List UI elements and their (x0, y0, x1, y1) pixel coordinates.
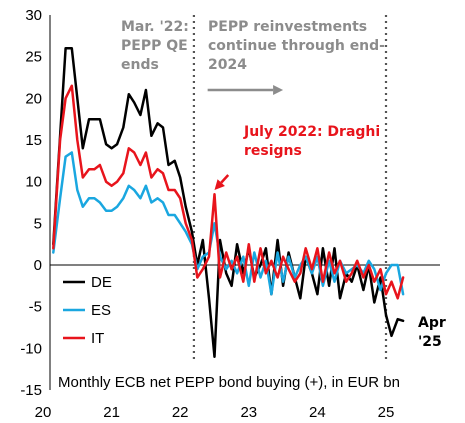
annotations: Mar. '22: PEPP QE ends PEPP reinvestments co… (121, 19, 446, 350)
x-tick-label: 21 (103, 404, 120, 421)
annotation-text: PEPP reinvestments continue through end- 2… (208, 19, 385, 73)
annotation-line: Mar. '22: (121, 19, 189, 35)
annotation-line: '25 (418, 334, 442, 350)
chart-caption: Monthly ECB net PEPP bond buying (+), in… (58, 374, 400, 391)
arrow-head (273, 85, 284, 95)
y-tick-label: 5 (34, 215, 42, 232)
legend-label-de: DE (91, 274, 112, 291)
legend-label-es: ES (91, 302, 111, 319)
y-tick-label: -10 (20, 340, 42, 357)
arrows (207, 85, 284, 190)
x-tick-label: 25 (378, 404, 395, 421)
annotation-line: 2024 (208, 57, 247, 73)
y-tick-label: 15 (25, 132, 42, 149)
x-tick-label: 22 (172, 404, 189, 421)
annotation-line: resigns (244, 143, 302, 159)
y-tick-label: -5 (29, 299, 42, 316)
series-line-es (52, 151, 405, 296)
annotation-line: ends (121, 57, 159, 73)
legend: DE ES IT (63, 274, 112, 347)
y-tick-label: -15 (20, 382, 42, 399)
y-tick-label: 0 (34, 257, 42, 274)
annotation-text: Mar. '22: PEPP QE ends (121, 19, 189, 73)
x-tick-label: 23 (240, 404, 257, 421)
y-axis-ticks: -15 -10 -5 0 5 10 15 20 25 30 (20, 7, 42, 399)
series-line-it (52, 84, 405, 300)
legend-label-it: IT (91, 330, 104, 347)
annotation-text: Apr '25 (418, 315, 446, 350)
annotation-line: PEPP reinvestments (208, 19, 367, 35)
annotation-line: PEPP QE (121, 38, 188, 54)
x-tick-label: 20 (35, 404, 52, 421)
arrow-head (214, 179, 225, 190)
annotation-line: July 2022: Draghi (243, 124, 380, 140)
annotation-line: Apr (418, 315, 446, 331)
y-tick-label: 25 (25, 49, 42, 66)
annotation-text: July 2022: Draghi resigns (243, 124, 380, 159)
reference-vertical-lines (192, 15, 388, 362)
x-tick-label: 24 (309, 404, 326, 421)
annotation-line: continue through end- (208, 38, 385, 54)
plot-area: -15 -10 -5 0 5 10 15 20 25 30 20 21 22 23 24 25 Mar. '… (20, 7, 446, 421)
y-tick-label: 30 (25, 7, 42, 24)
x-axis-ticks: 20 21 22 23 24 25 (35, 404, 395, 421)
y-tick-label: 10 (25, 174, 42, 191)
arrow-shaft (220, 174, 230, 184)
series-lines (52, 47, 405, 358)
y-tick-label: 20 (25, 90, 42, 107)
